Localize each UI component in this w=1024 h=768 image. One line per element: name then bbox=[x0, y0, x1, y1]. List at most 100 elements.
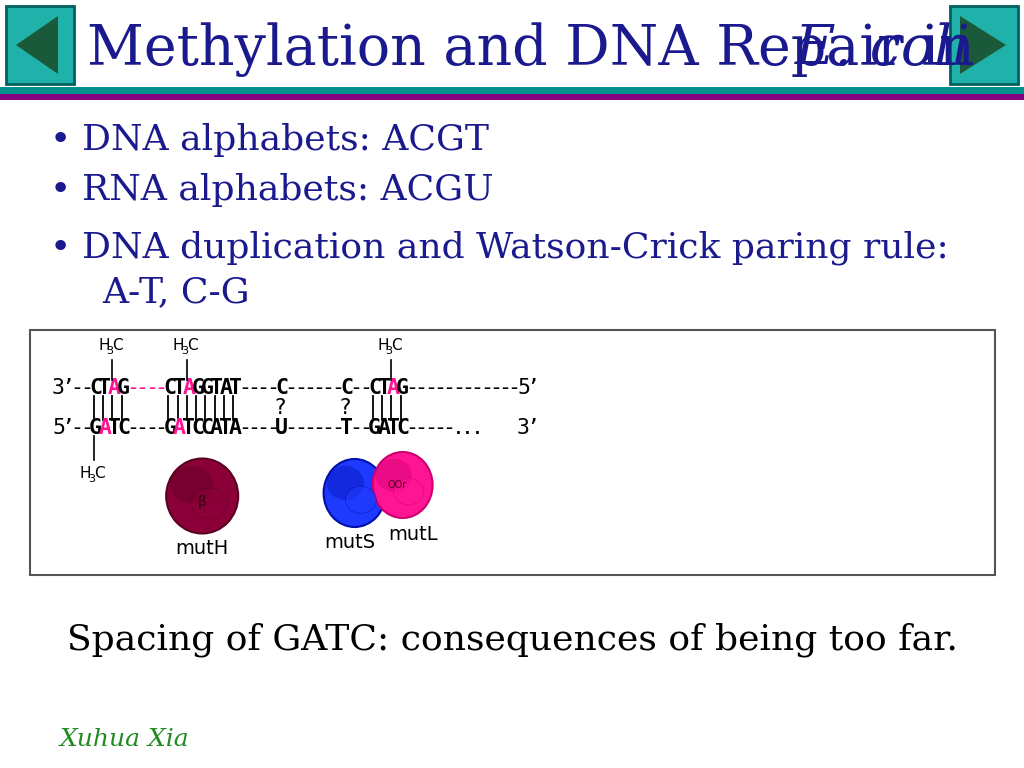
Text: 5: 5 bbox=[517, 378, 530, 398]
Text: T: T bbox=[378, 378, 390, 398]
Text: T: T bbox=[387, 418, 399, 438]
Text: 3: 3 bbox=[52, 378, 65, 398]
Ellipse shape bbox=[166, 458, 239, 534]
Text: -: - bbox=[238, 378, 251, 398]
Text: ’: ’ bbox=[61, 418, 75, 438]
Text: -: - bbox=[155, 378, 167, 398]
Text: U: U bbox=[275, 418, 288, 438]
Text: -: - bbox=[294, 418, 307, 438]
Text: H: H bbox=[80, 466, 91, 482]
Text: 3: 3 bbox=[106, 346, 114, 356]
Text: mutH: mutH bbox=[175, 538, 228, 558]
Ellipse shape bbox=[376, 458, 412, 492]
Text: -: - bbox=[285, 378, 298, 398]
Text: A: A bbox=[98, 418, 112, 438]
Text: T: T bbox=[98, 378, 112, 398]
Text: Xuhua Xia: Xuhua Xia bbox=[60, 729, 189, 752]
Text: ?: ? bbox=[339, 398, 350, 418]
Text: -: - bbox=[442, 378, 456, 398]
Text: -: - bbox=[285, 418, 298, 438]
Text: ’: ’ bbox=[61, 378, 75, 398]
Text: -: - bbox=[257, 378, 269, 398]
Text: RNA alphabets: ACGU: RNA alphabets: ACGU bbox=[82, 173, 494, 207]
Text: A: A bbox=[219, 378, 232, 398]
Text: T: T bbox=[173, 378, 186, 398]
Text: .: . bbox=[452, 418, 465, 438]
Text: E. coli: E. coli bbox=[795, 22, 971, 78]
Ellipse shape bbox=[170, 466, 213, 504]
Polygon shape bbox=[961, 16, 1006, 74]
Text: -: - bbox=[322, 418, 335, 438]
Text: -: - bbox=[349, 418, 362, 438]
Text: -: - bbox=[303, 378, 316, 398]
Text: C: C bbox=[117, 418, 130, 438]
Text: -: - bbox=[442, 418, 456, 438]
Text: -: - bbox=[312, 418, 326, 438]
Text: -: - bbox=[433, 378, 446, 398]
Text: ’: ’ bbox=[526, 418, 540, 438]
Text: -: - bbox=[80, 378, 93, 398]
Bar bbox=[0, 0, 1024, 92]
Text: G: G bbox=[369, 418, 381, 438]
Text: -: - bbox=[266, 418, 279, 438]
Text: -: - bbox=[145, 378, 158, 398]
Text: -: - bbox=[499, 378, 511, 398]
Text: -: - bbox=[303, 418, 316, 438]
Text: G: G bbox=[164, 418, 176, 438]
Text: G: G bbox=[201, 378, 214, 398]
Bar bbox=[0, 87, 1024, 94]
Text: A: A bbox=[182, 378, 196, 398]
Text: -: - bbox=[238, 418, 251, 438]
Text: -: - bbox=[461, 378, 474, 398]
Text: C: C bbox=[94, 466, 104, 482]
Text: -: - bbox=[126, 378, 139, 398]
Text: -: - bbox=[415, 378, 428, 398]
Text: A: A bbox=[228, 418, 242, 438]
Text: -: - bbox=[406, 378, 419, 398]
Text: -: - bbox=[406, 418, 419, 438]
Text: -: - bbox=[424, 418, 437, 438]
Ellipse shape bbox=[191, 488, 227, 518]
Text: 5: 5 bbox=[52, 418, 65, 438]
Text: G: G bbox=[89, 418, 102, 438]
Bar bbox=[950, 6, 1018, 84]
Text: T: T bbox=[210, 378, 223, 398]
Text: .: . bbox=[470, 418, 483, 438]
Polygon shape bbox=[16, 16, 58, 74]
Text: -: - bbox=[452, 378, 465, 398]
Text: T: T bbox=[182, 418, 196, 438]
Text: -: - bbox=[136, 378, 148, 398]
Text: ’: ’ bbox=[526, 378, 540, 398]
Text: A: A bbox=[378, 418, 390, 438]
Ellipse shape bbox=[324, 459, 386, 527]
Text: G: G bbox=[396, 378, 410, 398]
Ellipse shape bbox=[393, 478, 424, 505]
Bar bbox=[6, 6, 74, 84]
Text: A: A bbox=[108, 378, 121, 398]
Text: 3: 3 bbox=[181, 346, 187, 356]
Text: C: C bbox=[396, 418, 410, 438]
Text: -: - bbox=[248, 418, 260, 438]
Text: -: - bbox=[470, 378, 483, 398]
Text: C: C bbox=[164, 378, 176, 398]
Text: -: - bbox=[489, 378, 502, 398]
Text: C: C bbox=[275, 378, 288, 398]
Text: C: C bbox=[186, 339, 198, 353]
Text: -: - bbox=[480, 378, 493, 398]
Text: -: - bbox=[257, 418, 269, 438]
Text: -: - bbox=[266, 378, 279, 398]
Text: -: - bbox=[294, 378, 307, 398]
Text: 3: 3 bbox=[88, 474, 95, 484]
Text: -: - bbox=[126, 418, 139, 438]
Text: -: - bbox=[358, 378, 372, 398]
Text: C: C bbox=[340, 378, 353, 398]
Text: -: - bbox=[433, 418, 446, 438]
Text: H: H bbox=[173, 339, 184, 353]
Text: ?: ? bbox=[274, 398, 286, 418]
Text: C: C bbox=[201, 418, 214, 438]
Text: -: - bbox=[331, 378, 344, 398]
Text: •: • bbox=[49, 173, 71, 207]
Text: T: T bbox=[228, 378, 242, 398]
Text: .: . bbox=[461, 418, 474, 438]
Text: G: G bbox=[117, 378, 130, 398]
